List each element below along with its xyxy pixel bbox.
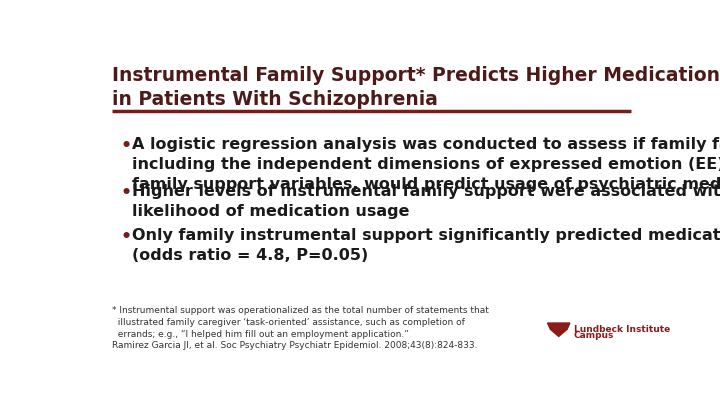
Text: Higher levels of instrumental family support were associated with greater
likeli: Higher levels of instrumental family sup… [132, 184, 720, 219]
Text: •: • [121, 184, 132, 202]
Text: * Instrumental support was operationalized as the total number of statements tha: * Instrumental support was operationaliz… [112, 306, 489, 315]
Text: Campus: Campus [574, 331, 614, 341]
Text: illustrated family caregiver ‘task-oriented’ assistance, such as completion of: illustrated family caregiver ‘task-orien… [112, 318, 465, 327]
Text: Lundbeck Institute: Lundbeck Institute [574, 324, 670, 334]
Polygon shape [547, 323, 570, 329]
Text: •: • [121, 228, 132, 246]
Text: Only family instrumental support significantly predicted medication usage
(odds : Only family instrumental support signifi… [132, 228, 720, 263]
Polygon shape [550, 329, 567, 337]
Text: errands; e.g., “I helped him fill out an employment application.”: errands; e.g., “I helped him fill out an… [112, 330, 409, 339]
Text: Instrumental Family Support* Predicts Higher Medication Usage
in Patients With S: Instrumental Family Support* Predicts Hi… [112, 66, 720, 109]
Text: •: • [121, 137, 132, 156]
Text: A logistic regression analysis was conducted to assess if family factors,
includ: A logistic regression analysis was condu… [132, 137, 720, 192]
Text: Ramirez Garcia JI, et al. Soc Psychiatry Psychiatr Epidemiol. 2008;43(8):824-833: Ramirez Garcia JI, et al. Soc Psychiatry… [112, 341, 478, 350]
